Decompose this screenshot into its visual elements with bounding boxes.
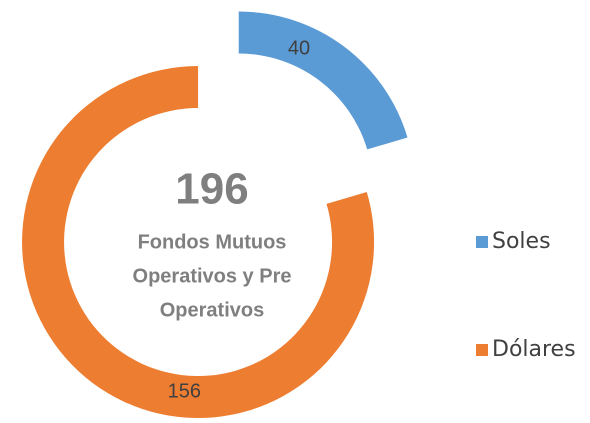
center-text: Fondos Mutuos	[138, 231, 287, 253]
legend-swatch	[476, 344, 488, 356]
center-total: 196	[175, 165, 248, 214]
legend-label: Dólares	[492, 337, 576, 362]
donut-segment	[238, 11, 408, 150]
legend-swatch	[476, 236, 488, 248]
data-label: 40	[288, 37, 310, 59]
data-label: 156	[168, 381, 201, 403]
center-text: Operativos y Pre	[133, 265, 292, 287]
center-text: Operativos	[160, 299, 264, 321]
legend-label: Soles	[492, 229, 551, 254]
